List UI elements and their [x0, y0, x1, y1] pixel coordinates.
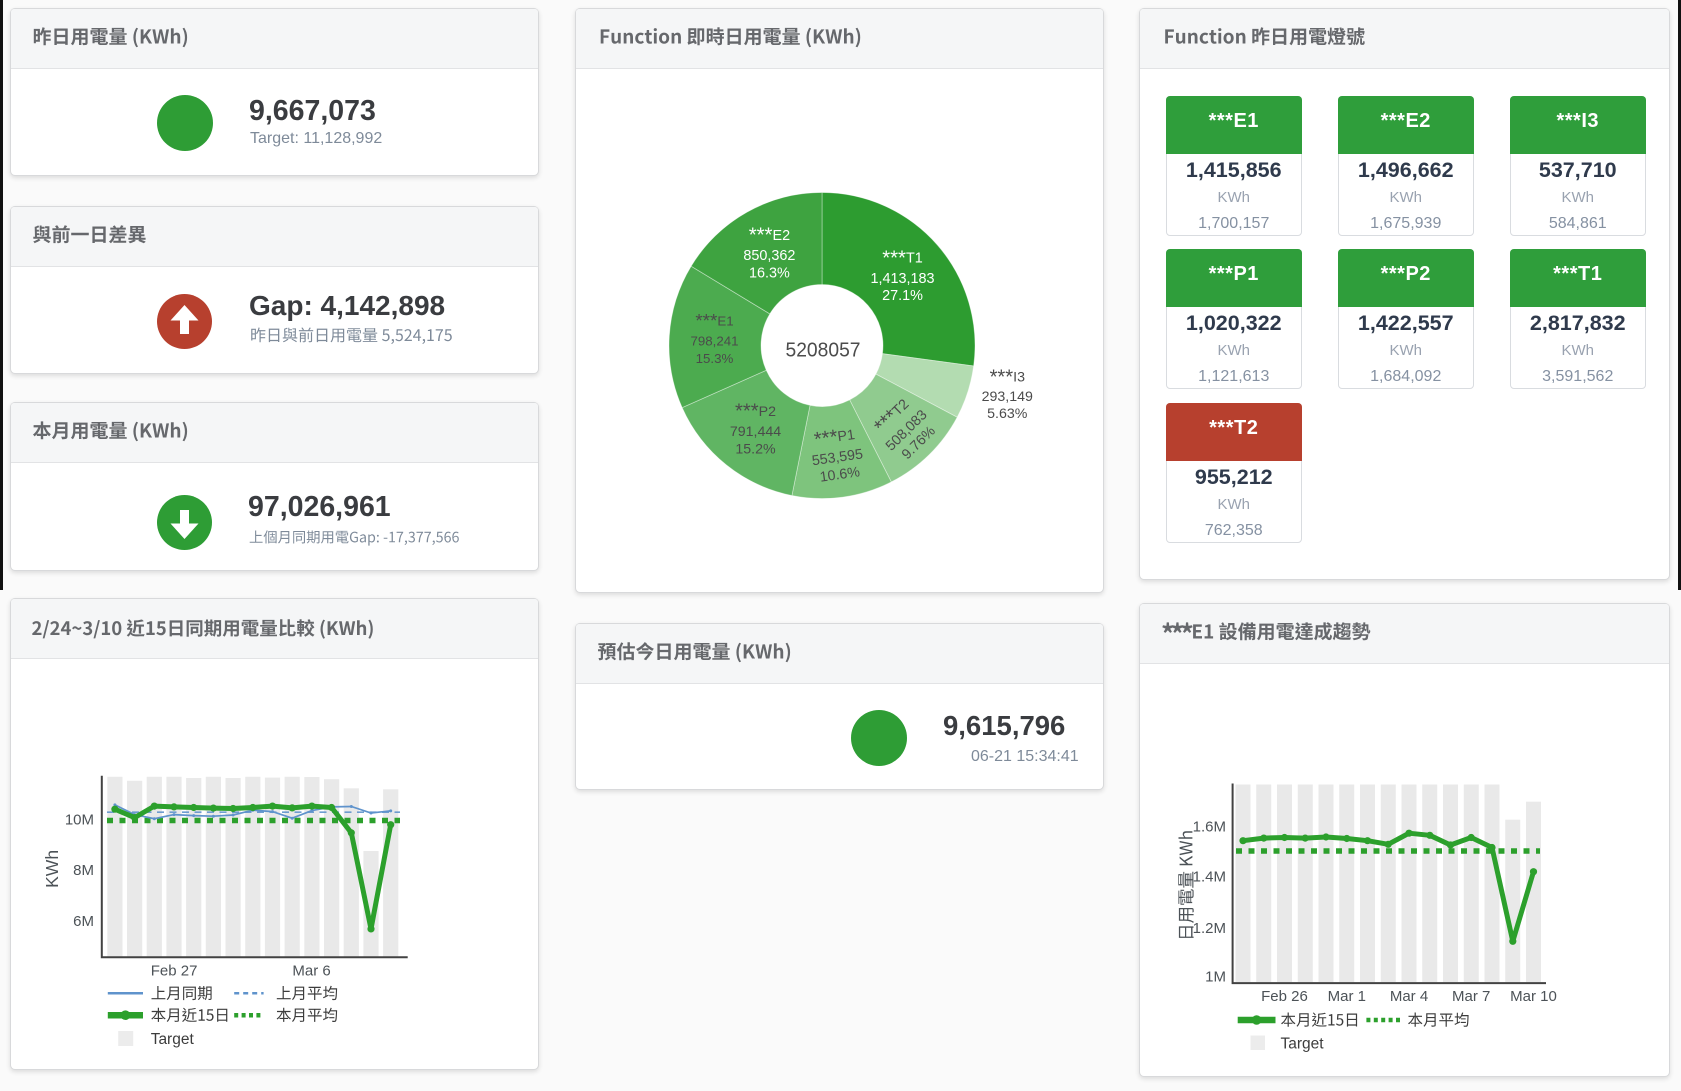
- svg-text:Mar 7: Mar 7: [1452, 988, 1490, 1005]
- svg-text:***I3: ***I3: [990, 366, 1026, 388]
- svg-text:***E1: ***E1: [695, 311, 733, 332]
- svg-text:KWh: KWh: [42, 850, 62, 888]
- svg-text:Mar 1: Mar 1: [1328, 988, 1366, 1005]
- svg-text:16.3%: 16.3%: [749, 265, 790, 281]
- svg-text:Mar 10: Mar 10: [1510, 988, 1557, 1005]
- svg-text:798,241: 798,241: [690, 334, 738, 349]
- svg-text:1M: 1M: [1205, 969, 1226, 986]
- svg-text:5208057: 5208057: [786, 338, 861, 361]
- svg-text:Target: Target: [151, 1031, 195, 1048]
- svg-text:10M: 10M: [65, 812, 94, 829]
- svg-text:293,149: 293,149: [982, 389, 1033, 405]
- svg-text:15.2%: 15.2%: [735, 441, 776, 457]
- svg-text:Mar 6: Mar 6: [292, 963, 330, 980]
- svg-text:1,413,183: 1,413,183: [870, 271, 934, 287]
- svg-text:791,444: 791,444: [730, 424, 781, 440]
- svg-text:Mar 4: Mar 4: [1390, 988, 1428, 1005]
- svg-text:850,362: 850,362: [743, 248, 795, 264]
- svg-text:***P1: ***P1: [813, 424, 857, 451]
- svg-text:***T1: ***T1: [882, 247, 923, 269]
- svg-text:Feb 27: Feb 27: [151, 963, 198, 980]
- svg-text:Feb 26: Feb 26: [1261, 988, 1308, 1005]
- svg-text:27.1%: 27.1%: [882, 288, 923, 304]
- svg-text:6M: 6M: [73, 913, 94, 930]
- svg-text:15.3%: 15.3%: [696, 351, 734, 366]
- svg-text:***E2: ***E2: [749, 225, 790, 247]
- svg-text:1.2M: 1.2M: [1193, 920, 1226, 937]
- svg-text:10.6%: 10.6%: [819, 464, 861, 485]
- svg-text:***P2: ***P2: [735, 401, 776, 423]
- svg-text:Target: Target: [1281, 1035, 1325, 1052]
- svg-text:1.4M: 1.4M: [1193, 868, 1226, 885]
- svg-text:8M: 8M: [73, 862, 94, 879]
- svg-text:553,595: 553,595: [811, 446, 864, 469]
- svg-text:1.6M: 1.6M: [1193, 818, 1226, 835]
- svg-text:5.63%: 5.63%: [987, 406, 1028, 422]
